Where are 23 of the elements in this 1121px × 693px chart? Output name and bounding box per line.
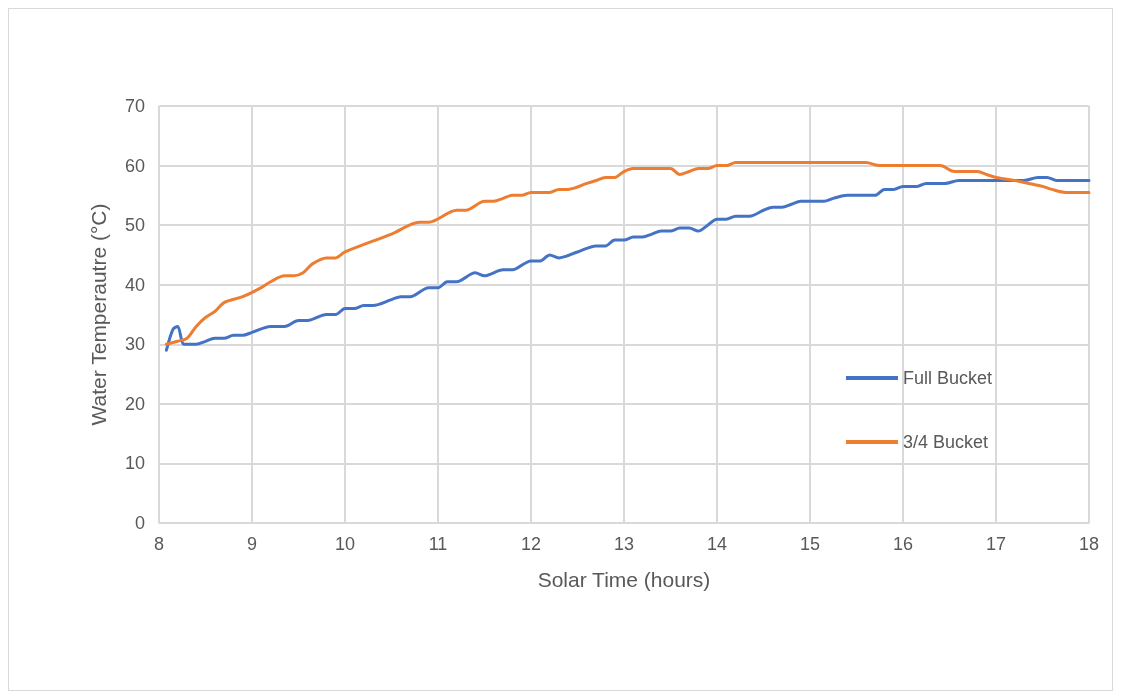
x-axis-title: Solar Time (hours) bbox=[537, 568, 711, 591]
y-tick-label: 50 bbox=[124, 215, 145, 236]
x-tick-label: 15 bbox=[799, 534, 821, 554]
y-tick-label: 0 bbox=[134, 513, 145, 533]
x-tick-label: 8 bbox=[153, 534, 165, 554]
x-tick-label: 17 bbox=[985, 534, 1007, 554]
y-axis-title: Water Temperautre (°C) bbox=[87, 203, 110, 426]
x-tick-label: 14 bbox=[706, 534, 728, 554]
legend-label: 3/4 Bucket bbox=[902, 432, 989, 452]
y-tick-label: 20 bbox=[124, 393, 145, 414]
y-tick-label: 40 bbox=[124, 274, 145, 295]
y-tick-label: 30 bbox=[124, 334, 145, 355]
x-tick-label: 9 bbox=[246, 534, 258, 554]
y-tick-label: 10 bbox=[124, 453, 145, 474]
x-tick-label: 12 bbox=[520, 534, 542, 554]
x-tick-label: 10 bbox=[334, 534, 356, 554]
y-tick-label: 60 bbox=[124, 155, 145, 176]
x-tick-label: 13 bbox=[613, 534, 635, 554]
legend-label: Full Bucket bbox=[902, 368, 993, 388]
y-tick-label: 70 bbox=[124, 96, 145, 116]
x-tick-label: 16 bbox=[892, 534, 914, 554]
x-tick-label: 18 bbox=[1078, 534, 1100, 554]
x-tick-label: 11 bbox=[428, 534, 448, 554]
